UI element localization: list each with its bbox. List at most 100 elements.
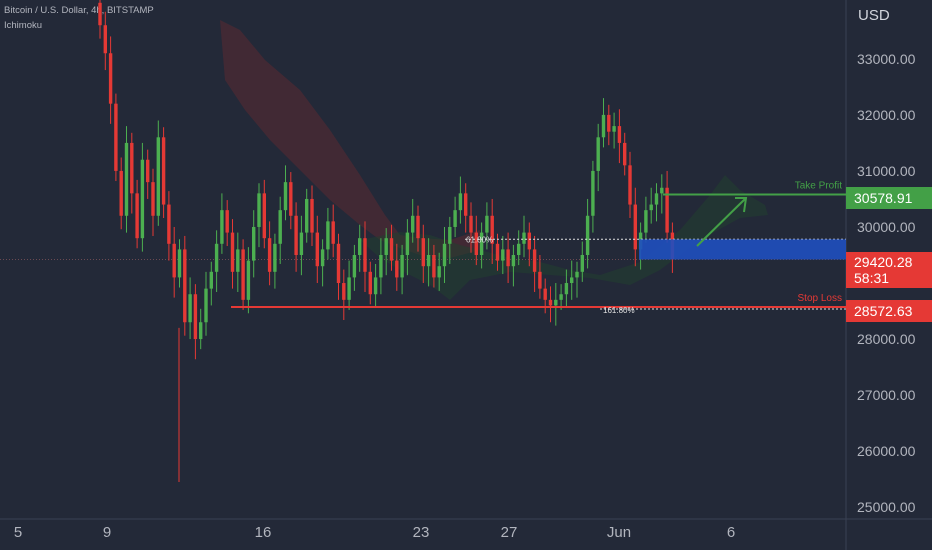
x-tick-label: 9 (103, 524, 111, 541)
candle-body (623, 142, 627, 166)
candle-body (442, 243, 447, 267)
candle-body (570, 277, 574, 284)
candle-body (257, 193, 261, 227)
candle-body (527, 232, 531, 250)
candle-body (575, 271, 579, 278)
candle-body (464, 193, 468, 216)
candle-body (479, 232, 484, 255)
candle-body (98, 2, 102, 26)
candle-body (172, 243, 176, 278)
candle-body (183, 249, 187, 323)
y-tick-label: 28000.00 (857, 331, 916, 347)
candle-body (320, 249, 325, 267)
candle-body (554, 299, 558, 306)
candle-body (342, 283, 346, 300)
candle-body (156, 137, 160, 216)
y-tick-label: 27000.00 (857, 387, 916, 403)
candle-body (421, 238, 425, 267)
candle-body (559, 294, 563, 300)
candle-body (644, 210, 648, 233)
y-tick-label: 32000.00 (857, 107, 916, 123)
candle-body (517, 243, 521, 255)
x-tick-label: 23 (413, 524, 430, 541)
candle-body (199, 322, 203, 340)
candle-body (506, 249, 510, 267)
candle-body (649, 204, 653, 211)
candle-body (548, 299, 553, 306)
candle-body (267, 238, 272, 272)
stop-loss-label: Stop Loss (798, 293, 842, 304)
candle-body (358, 238, 362, 255)
header-indicator: Ichimoku (4, 20, 43, 31)
candle-body (294, 215, 298, 255)
candle-body (453, 210, 457, 227)
candle-body (225, 210, 229, 233)
ichimoku-cloud-bull (360, 175, 768, 300)
candle-body (485, 215, 489, 233)
candle-body (114, 103, 118, 171)
candle-body (469, 215, 473, 233)
candle-body (177, 249, 182, 278)
candle-body (310, 198, 314, 233)
candle-body (214, 243, 219, 272)
candle-body (660, 187, 664, 194)
candle-body (532, 249, 537, 272)
y-tick-label: 25000.00 (857, 499, 916, 515)
candle-body (495, 243, 500, 261)
x-tick-label: 16 (255, 524, 272, 541)
candle-body (628, 165, 632, 205)
candle-body (262, 193, 266, 239)
candle-body (241, 249, 245, 300)
candle-body (448, 226, 452, 244)
price-label-stop-loss: 28572.63 (846, 300, 932, 322)
candle-body (511, 255, 516, 267)
x-tick-label: Jun (607, 524, 631, 541)
candle-body (331, 221, 335, 244)
candle-body (130, 142, 134, 194)
bar-countdown: 58:31 (854, 270, 890, 286)
candle-body (580, 255, 584, 272)
candle-body (299, 232, 304, 255)
stop-loss-price: 28572.63 (854, 303, 913, 319)
entry-zone (639, 239, 846, 260)
candle-body (352, 255, 357, 278)
candle-body (490, 215, 494, 244)
take-profit-label: Take Profit (795, 181, 842, 192)
candle-body (108, 53, 113, 104)
candle-body (315, 232, 319, 267)
candle-body (395, 260, 399, 278)
fib-1618-label: 161.80% (603, 306, 635, 315)
candle-body (432, 255, 436, 278)
candle-body (161, 137, 166, 205)
candle-body (665, 187, 669, 233)
candle-body (220, 210, 224, 244)
candle-body (368, 271, 372, 295)
candle-body (426, 255, 431, 267)
candle-body (204, 288, 208, 323)
candle-body (119, 170, 123, 216)
candle-body (591, 170, 595, 216)
candle-body (193, 294, 198, 340)
take-profit-price: 30578.91 (854, 190, 913, 206)
candle-body (305, 198, 309, 233)
candle-body (336, 243, 341, 284)
candle-body (167, 204, 171, 244)
candle-body (230, 232, 235, 272)
x-tick-label: 27 (501, 524, 518, 541)
candle-body (654, 193, 659, 205)
projection-arrow-head (735, 197, 748, 213)
candle-body (246, 260, 251, 300)
candle-body (140, 159, 145, 239)
candle-body (617, 126, 622, 143)
current-price: 29420.28 (854, 254, 913, 270)
candle-body (596, 137, 600, 171)
candle-body (347, 277, 351, 300)
price-label-take-profit: 30578.91 (846, 187, 932, 209)
candle-body (273, 243, 277, 272)
candle-body (543, 288, 547, 300)
candle-body (151, 182, 155, 216)
header-symbol: Bitcoin / U.S. Dollar, 4h, BITSTAMP (4, 5, 154, 16)
candle-body (400, 255, 404, 278)
fib-618-label: 61.80% (466, 235, 493, 244)
